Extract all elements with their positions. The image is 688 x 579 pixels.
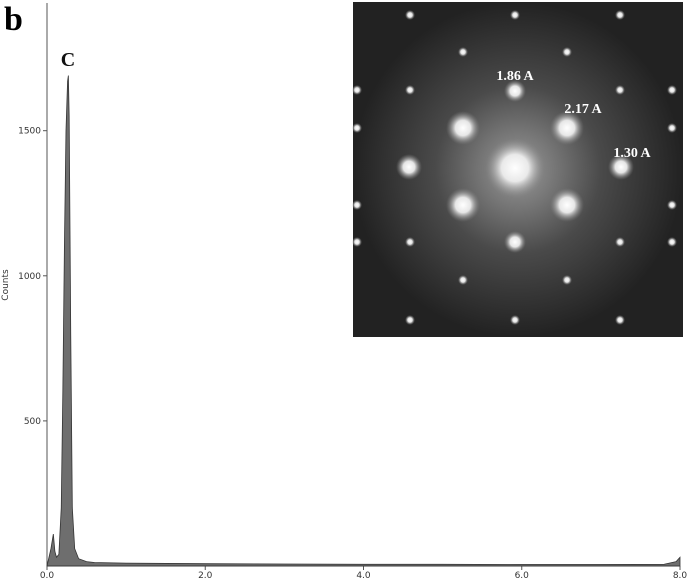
y-tick-label: 1500 <box>18 127 41 137</box>
y-tick-label: 500 <box>24 417 41 427</box>
diffraction-spot <box>615 85 625 95</box>
diffraction-spot <box>396 154 422 180</box>
diffraction-inset <box>352 2 683 337</box>
diffraction-spot <box>550 188 584 222</box>
diffraction-spot <box>405 10 415 20</box>
x-tick-label: 6.0 <box>515 571 530 579</box>
diffraction-spot <box>446 188 480 222</box>
x-tick-label: 2.0 <box>198 571 213 579</box>
central-spot <box>485 138 545 198</box>
x-tick-label: 0.0 <box>40 571 55 579</box>
x-tick-label: 8.0 <box>673 571 688 579</box>
spectrum-area <box>46 75 681 567</box>
diffraction-spot <box>458 47 468 57</box>
diffraction-spot <box>352 85 362 95</box>
diffraction-spot <box>550 111 584 145</box>
diffraction-spot <box>562 47 572 57</box>
plot: 500 1000 1500 0.0 2.0 4.0 6.0 8.0 <box>18 3 687 579</box>
diffraction-spot <box>510 315 520 325</box>
diffraction-spot <box>446 111 480 145</box>
y-tick-label: 1000 <box>18 272 41 282</box>
y-axis-title: Counts <box>1 269 11 301</box>
diffraction-spot <box>615 10 625 20</box>
diffraction-spot <box>667 85 677 95</box>
diffraction-spot <box>405 85 415 95</box>
diffraction-spot <box>352 237 362 247</box>
diffraction-spot <box>504 80 526 102</box>
diffraction-spot <box>352 123 362 133</box>
diffraction-spot <box>667 237 677 247</box>
diffraction-spot <box>405 237 415 247</box>
diffraction-spot <box>504 231 526 253</box>
diffraction-spot <box>667 123 677 133</box>
diffraction-spot <box>458 275 468 285</box>
x-tick-label: 4.0 <box>356 571 371 579</box>
panel-label: b <box>4 1 23 38</box>
diffraction-spot <box>615 315 625 325</box>
peak-annotation: C <box>61 49 75 71</box>
diffraction-spot <box>562 275 572 285</box>
diffraction-spot <box>352 200 362 210</box>
diffraction-spot <box>667 200 677 210</box>
d-spacing-label: 1.30 A <box>613 146 651 161</box>
diffraction-spot <box>615 237 625 247</box>
d-spacing-label: 1.86 A <box>496 69 534 84</box>
d-spacing-label: 2.17 A <box>564 102 602 117</box>
diffraction-spot <box>608 154 634 180</box>
diffraction-spot <box>405 315 415 325</box>
diffraction-spot <box>510 10 520 20</box>
